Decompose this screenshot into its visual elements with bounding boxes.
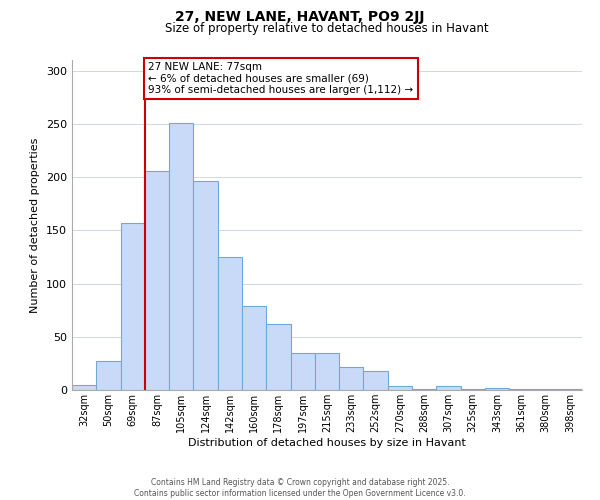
Bar: [121, 223, 145, 390]
Bar: [266, 324, 290, 390]
Bar: [558, 389, 582, 390]
Bar: [96, 362, 121, 390]
Bar: [388, 386, 412, 390]
Bar: [412, 389, 436, 390]
Bar: [193, 182, 218, 390]
Bar: [72, 384, 96, 390]
Bar: [218, 257, 242, 390]
Bar: [533, 389, 558, 390]
Bar: [436, 386, 461, 390]
Text: 27 NEW LANE: 77sqm
← 6% of detached houses are smaller (69)
93% of semi-detached: 27 NEW LANE: 77sqm ← 6% of detached hous…: [149, 62, 413, 96]
Bar: [315, 352, 339, 390]
Bar: [509, 389, 533, 390]
Bar: [242, 306, 266, 390]
Bar: [485, 388, 509, 390]
Bar: [169, 123, 193, 390]
Bar: [339, 366, 364, 390]
Text: Contains HM Land Registry data © Crown copyright and database right 2025.
Contai: Contains HM Land Registry data © Crown c…: [134, 478, 466, 498]
Bar: [290, 352, 315, 390]
Title: Size of property relative to detached houses in Havant: Size of property relative to detached ho…: [165, 22, 489, 35]
Bar: [461, 389, 485, 390]
Bar: [364, 371, 388, 390]
X-axis label: Distribution of detached houses by size in Havant: Distribution of detached houses by size …: [188, 438, 466, 448]
Text: 27, NEW LANE, HAVANT, PO9 2JJ: 27, NEW LANE, HAVANT, PO9 2JJ: [175, 10, 425, 24]
Bar: [145, 170, 169, 390]
Y-axis label: Number of detached properties: Number of detached properties: [31, 138, 40, 312]
